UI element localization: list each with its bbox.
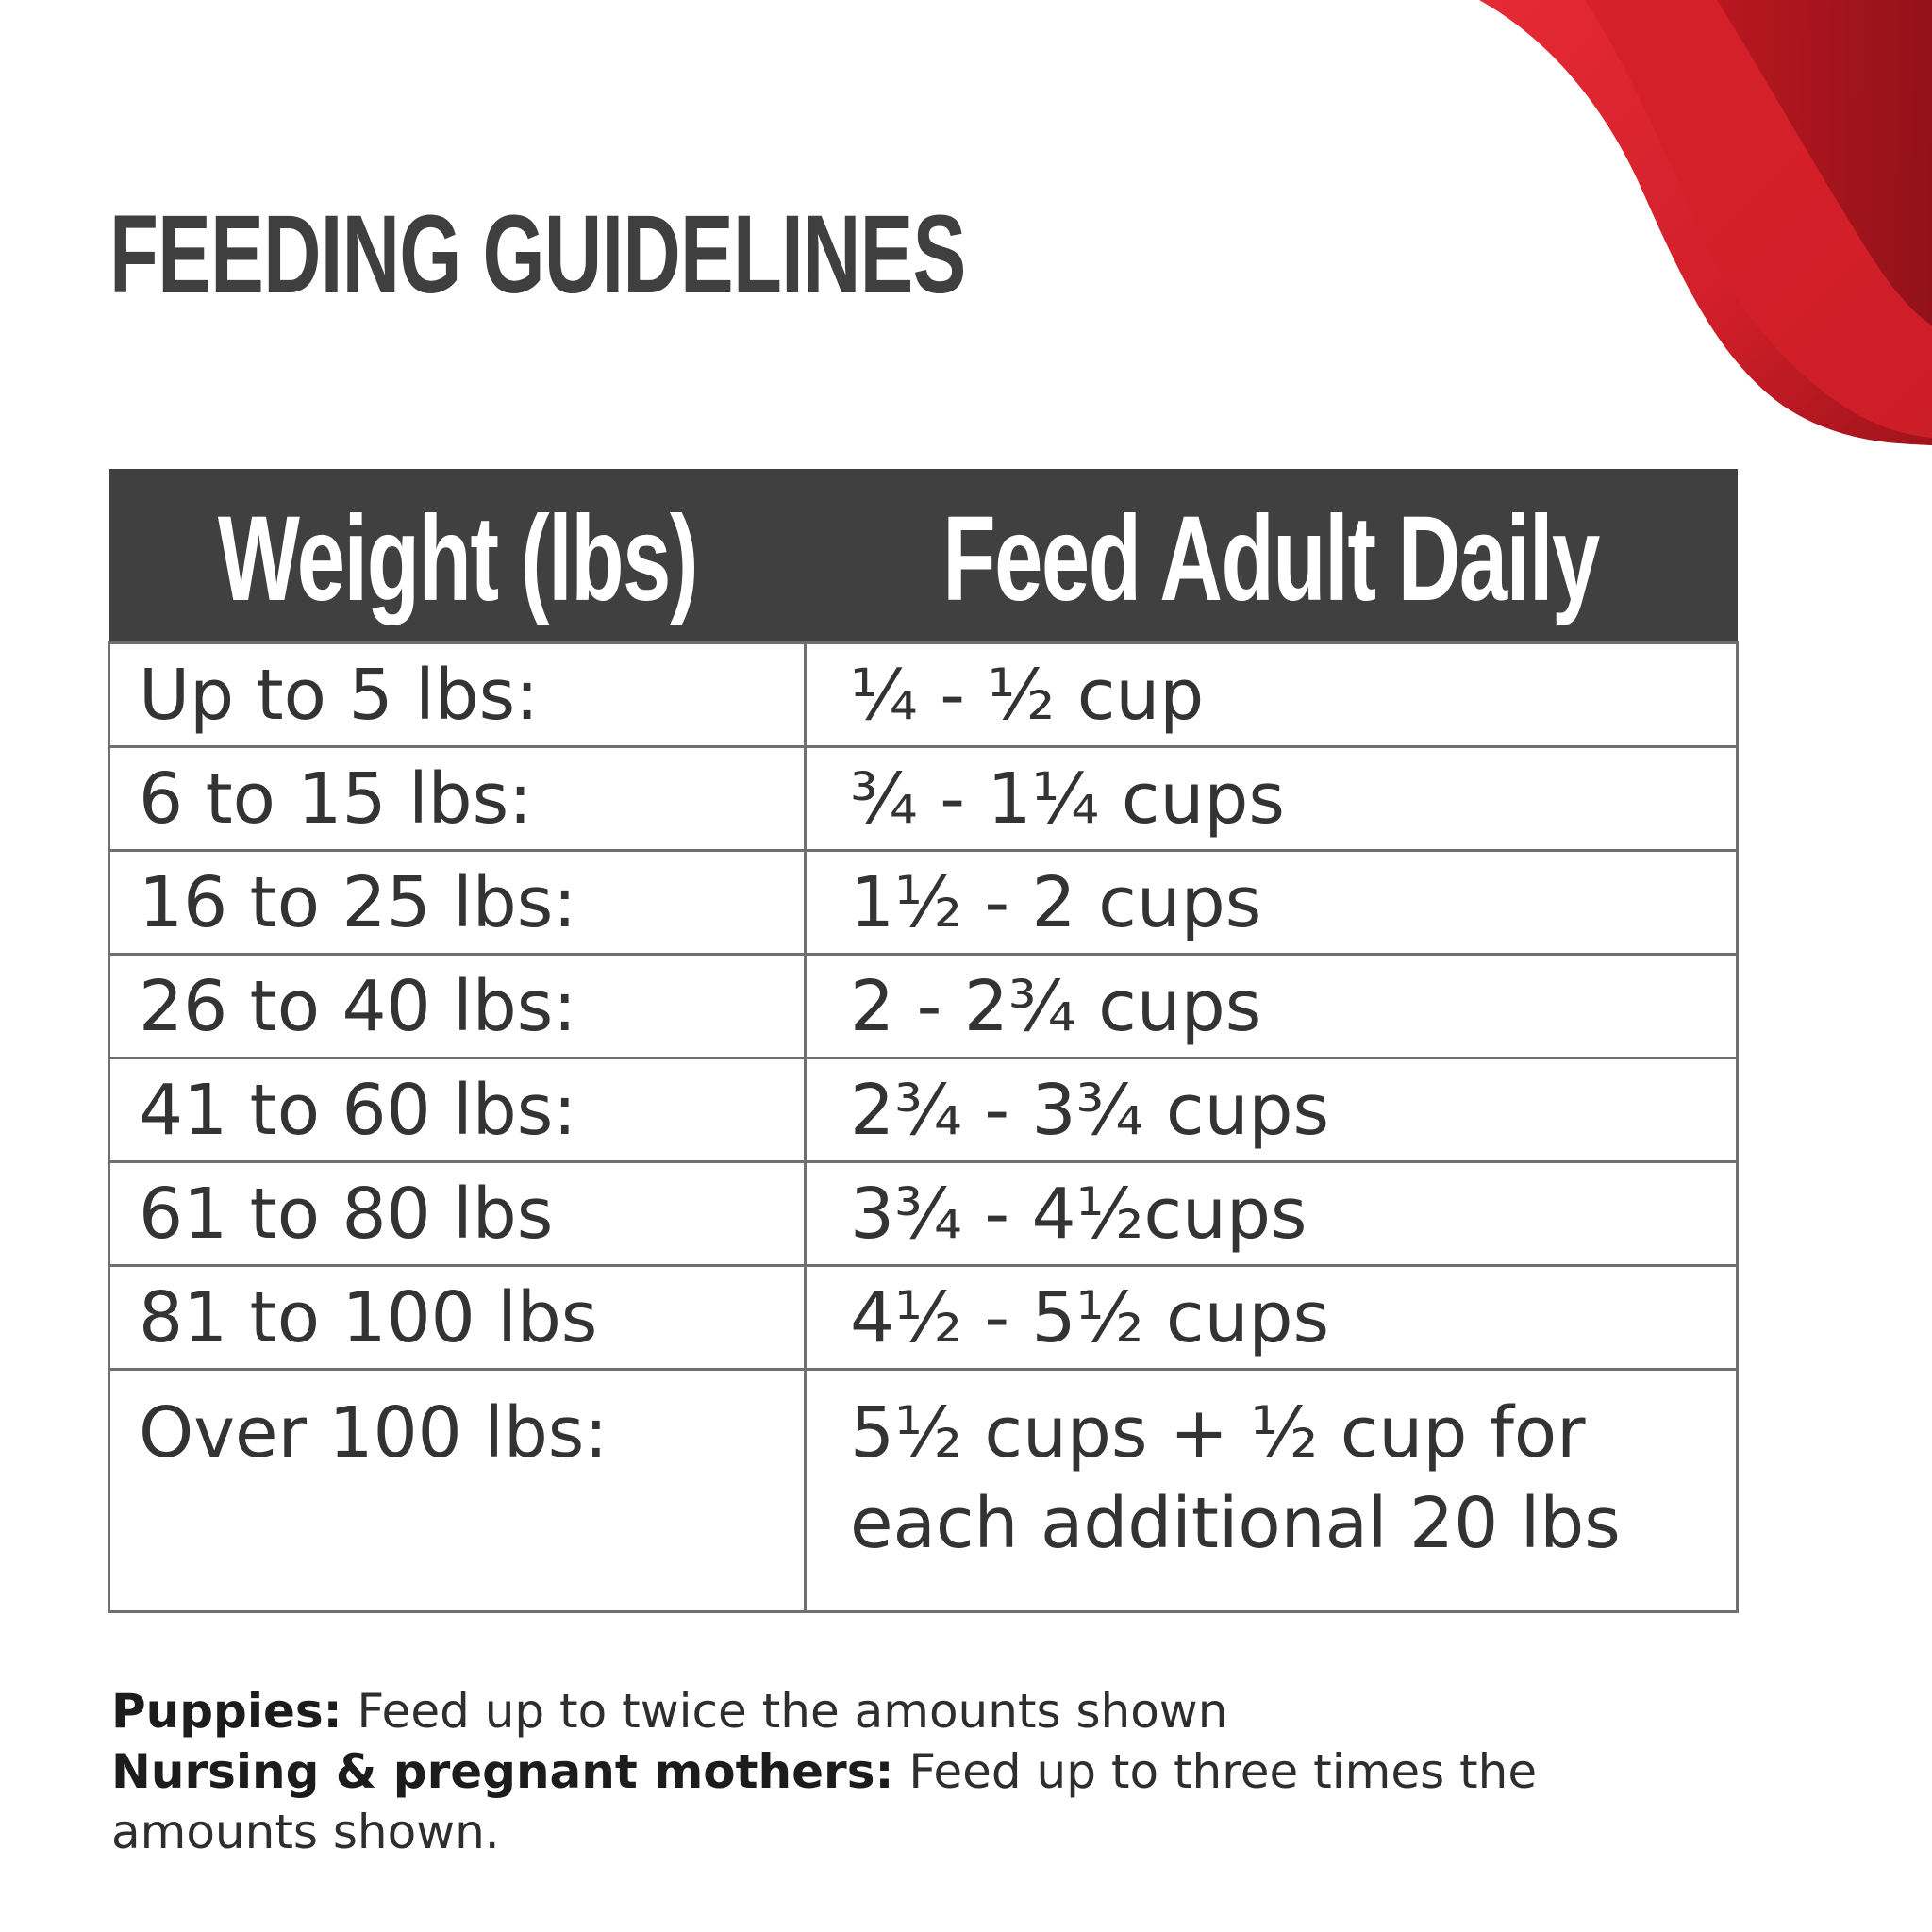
feeding-table: Weight (lbs) Feed Adult Daily Up to 5 lb… (108, 469, 1739, 1613)
table-row: Over 100 lbs: 5½ cups + ½ cup for each a… (108, 1368, 1739, 1613)
header-feed-adult-daily: Feed Adult Daily (805, 469, 1738, 643)
header-weight: Weight (lbs) (108, 469, 806, 643)
table-row: 61 to 80 lbs 3¾ - 4½cups (108, 1160, 1739, 1267)
amount-cell: 3¾ - 4½cups (804, 1160, 1739, 1267)
weight-cell: 61 to 80 lbs (108, 1160, 807, 1267)
nursing-text: Feed up to three times the amounts shown… (111, 1744, 1538, 1859)
table-row: 16 to 25 lbs: 1½ - 2 cups (108, 849, 1739, 956)
puppies-text: Feed up to twice the amounts shown (341, 1684, 1228, 1739)
table-row: 6 to 15 lbs: ¾ - 1¼ cups (108, 745, 1739, 852)
weight-cell: 81 to 100 lbs (108, 1264, 807, 1371)
table-row: 81 to 100 lbs 4½ - 5½ cups (108, 1264, 1739, 1371)
nursing-note: Nursing & pregnant mothers: Feed up to t… (111, 1741, 1696, 1862)
table-row: Up to 5 lbs: ¼ - ½ cup (108, 641, 1739, 748)
puppies-note: Puppies: Feed up to twice the amounts sh… (111, 1681, 1696, 1741)
amount-cell: 2¾ - 3¾ cups (804, 1057, 1739, 1163)
weight-cell: 41 to 60 lbs: (108, 1057, 807, 1163)
weight-cell: 26 to 40 lbs: (108, 953, 807, 1059)
page-title: FEEDING GUIDELINES (109, 192, 966, 317)
amount-cell: 5½ cups + ½ cup for each additional 20 l… (804, 1368, 1739, 1613)
weight-cell: 6 to 15 lbs: (108, 745, 807, 852)
table-header-row: Weight (lbs) Feed Adult Daily (108, 469, 1738, 643)
puppies-label: Puppies: (111, 1684, 342, 1739)
weight-cell: Over 100 lbs: (108, 1368, 807, 1613)
feeding-notes: Puppies: Feed up to twice the amounts sh… (111, 1681, 1696, 1862)
amount-cell: ¼ - ½ cup (804, 641, 1739, 748)
amount-cell: 4½ - 5½ cups (804, 1264, 1739, 1371)
amount-cell: ¾ - 1¼ cups (804, 745, 1739, 852)
weight-cell: 16 to 25 lbs: (108, 849, 807, 956)
table-row: 26 to 40 lbs: 2 - 2¾ cups (108, 953, 1739, 1059)
weight-cell: Up to 5 lbs: (108, 641, 807, 748)
amount-cell: 1½ - 2 cups (804, 849, 1739, 956)
amount-cell: 2 - 2¾ cups (804, 953, 1739, 1059)
table-row: 41 to 60 lbs: 2¾ - 3¾ cups (108, 1057, 1739, 1163)
nursing-label: Nursing & pregnant mothers: (111, 1744, 894, 1799)
